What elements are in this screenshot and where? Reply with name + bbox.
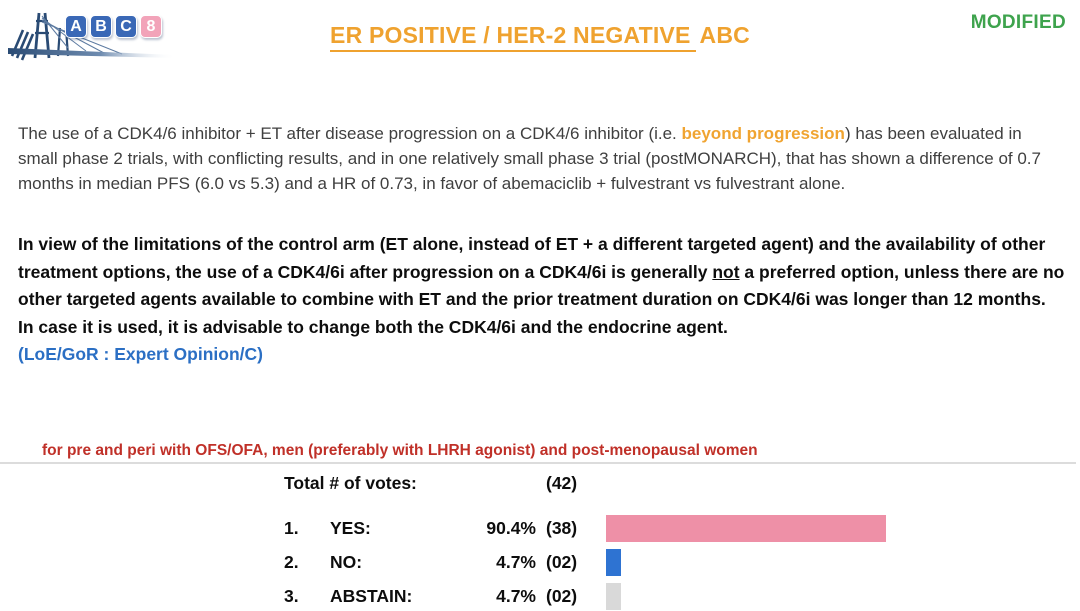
vote-bar-abstain <box>606 583 621 610</box>
population-note: for pre and peri with OFS/OFA, men (pref… <box>42 442 758 459</box>
loe-gor-line: (LoE/GoR : Expert Opinion/C) <box>18 344 263 364</box>
votes-table: Total # of votes: (42) 1. YES: 90.4% (38… <box>284 470 916 611</box>
vote-option-label: ABSTAIN: <box>330 586 413 606</box>
votes-total-count: (42) <box>546 473 578 493</box>
logo-letter-a: A <box>65 15 87 38</box>
vote-bar-yes <box>606 515 886 542</box>
vote-count: (02) <box>546 552 578 572</box>
vote-option-label: NO: <box>330 552 363 572</box>
vote-rank: 3. <box>284 586 299 606</box>
vote-percent: 4.7% <box>496 552 536 572</box>
abc-conference-logo: A B C 8 <box>8 6 183 68</box>
title-suffix: ABC <box>699 22 750 48</box>
vote-count: (38) <box>546 518 578 538</box>
vote-percent: 4.7% <box>496 586 536 606</box>
change-advice-line: In case it is used, it is advisable to c… <box>18 316 728 337</box>
recommendation-main: In view of the limitations of the contro… <box>18 231 1072 314</box>
votes-total-row: Total # of votes: (42) <box>284 470 916 497</box>
abc8-letter-blocks: A B C 8 <box>65 15 162 38</box>
vote-count: (02) <box>546 586 578 606</box>
vote-bar-cell <box>606 549 916 576</box>
slide-title: ER POSITIVE / HER-2 NEGATIVE ABC <box>0 22 1080 52</box>
title-underlined: ER POSITIVE / HER-2 NEGATIVE <box>330 22 696 52</box>
vote-row-no: 2. NO: 4.7% (02) <box>284 549 916 576</box>
not-underlined-word: not <box>712 261 740 282</box>
logo-letter-b: B <box>90 15 112 38</box>
vote-bar-cell <box>606 515 916 542</box>
bridge-icon <box>8 12 176 61</box>
vote-rank: 2. <box>284 552 299 572</box>
logo-letter-c: C <box>115 15 137 38</box>
reco-text-after: a preferred option, unless there are no … <box>18 261 1065 310</box>
intro-paragraph: The use of a CDK4/6 inhibitor + ET after… <box>18 121 1066 196</box>
section-divider <box>0 462 1076 464</box>
logo-letter-8: 8 <box>140 15 162 38</box>
votes-total-label: Total # of votes: <box>284 473 417 493</box>
vote-row-abstain: 3. ABSTAIN: 4.7% (02) <box>284 583 916 610</box>
intro-text-before: The use of a CDK4/6 inhibitor + ET after… <box>18 124 682 143</box>
vote-rank: 1. <box>284 518 299 538</box>
modified-badge: MODIFIED <box>970 12 1066 33</box>
vote-option-label: YES: <box>330 518 371 538</box>
vote-row-yes: 1. YES: 90.4% (38) <box>284 515 916 542</box>
vote-bar-no <box>606 549 621 576</box>
reco-text-before: In view of the limitations of the contro… <box>18 234 1046 282</box>
recommendation-paragraph: In view of the limitations of the contro… <box>18 231 1072 369</box>
vote-percent: 90.4% <box>486 518 536 538</box>
vote-bar-cell <box>606 583 916 610</box>
beyond-progression-highlight: beyond progression <box>681 124 845 143</box>
intro-text-after: ) has been evaluated in small phase 2 tr… <box>18 124 1041 193</box>
